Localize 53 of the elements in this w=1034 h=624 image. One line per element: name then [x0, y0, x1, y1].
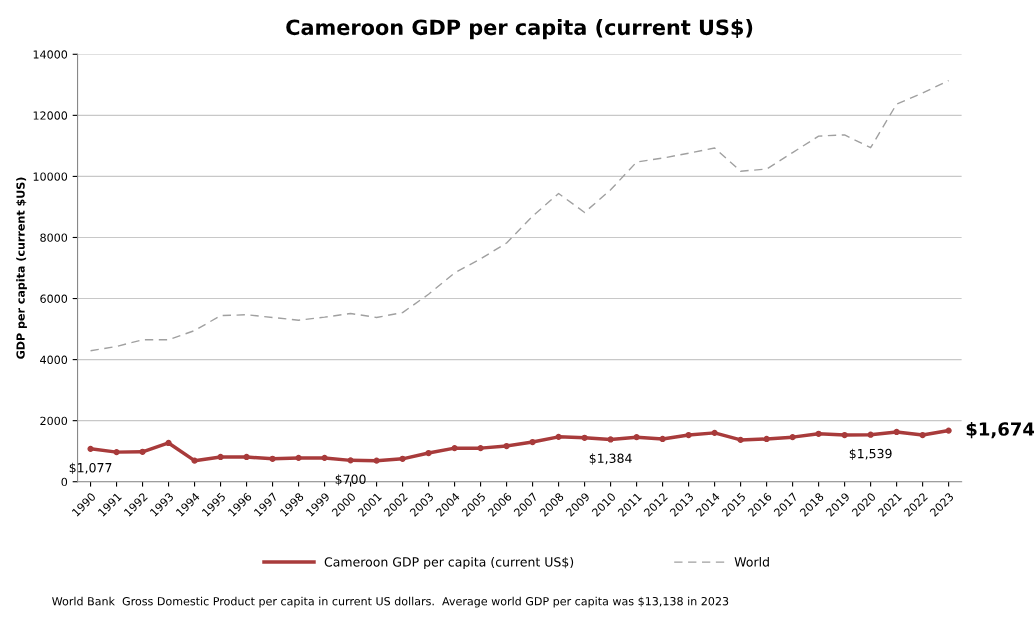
y-tick-label: 2000: [40, 416, 68, 426]
data-label: $700: [335, 474, 366, 486]
point: [763, 435, 770, 443]
chart-title: Cameroon GDP per capita (current US$): [286, 19, 753, 40]
point: [867, 431, 874, 438]
point: [555, 433, 562, 440]
point: [243, 453, 250, 461]
point: [503, 442, 510, 450]
point: [737, 436, 744, 444]
point: [789, 434, 796, 441]
point: [191, 457, 198, 464]
point: [451, 445, 458, 452]
point: [659, 435, 666, 443]
point: [919, 431, 926, 439]
y-axis-title: GDP per capita (current $US): [16, 177, 27, 359]
point: [165, 439, 172, 447]
point: [113, 448, 120, 456]
point: [685, 431, 692, 439]
y-tick-label: 0: [61, 477, 68, 487]
point: [425, 449, 432, 457]
point: [477, 445, 484, 452]
point: [945, 427, 952, 434]
point: [633, 434, 640, 441]
point: [87, 445, 94, 452]
point: [893, 428, 900, 436]
point: [607, 436, 614, 443]
y-tick-label: 10000: [33, 172, 68, 181]
legend-label: World: [734, 556, 769, 567]
data-label: $1,674: [966, 421, 1034, 439]
point: [373, 457, 380, 464]
point: [269, 455, 276, 462]
point: [295, 454, 302, 462]
y-tick-label: 6000: [40, 294, 68, 303]
legend-label: Cameroon GDP per capita (current US$): [324, 556, 574, 570]
point: [139, 448, 146, 455]
data-label: $1,539: [849, 448, 892, 460]
y-tick-label: 4000: [40, 355, 68, 364]
data-label: $1,077: [69, 462, 112, 475]
data-label: $1,384: [589, 453, 632, 465]
point: [581, 434, 588, 441]
point: [529, 438, 536, 446]
text: World Bank Gross Domestic Product per capita in current US dollars. Average world GDP per capita was $13,138 in 2023: [52, 596, 729, 608]
y-tick-label: 14000: [33, 50, 68, 59]
point: [347, 457, 354, 464]
line-series: [89, 79, 950, 352]
point: [841, 431, 848, 439]
y-tick-label: 12000: [33, 111, 68, 120]
point: [321, 454, 328, 462]
point: [217, 453, 224, 461]
point: [399, 455, 406, 462]
point: [815, 430, 822, 437]
y-tick-label: 8000: [40, 233, 68, 242]
point: [711, 429, 718, 437]
